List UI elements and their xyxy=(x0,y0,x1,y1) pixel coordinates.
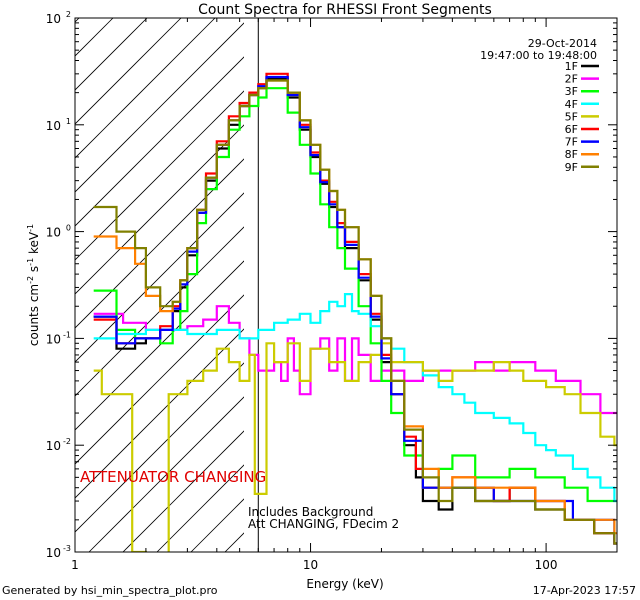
attenuator-label: ATTENUATOR CHANGING xyxy=(80,468,266,486)
hatch-line xyxy=(75,22,244,193)
y-tick-exponent: 0 xyxy=(66,224,71,233)
y-tick-label: 10 xyxy=(46,226,61,240)
series-layer xyxy=(93,72,617,552)
legend-label-1F: 1F xyxy=(565,60,578,73)
footer-timestamp: 17-Apr-2023 17:57 xyxy=(533,584,636,597)
series-3F-line xyxy=(93,87,617,503)
series-5F-line xyxy=(93,342,617,552)
note-background: Includes Background xyxy=(248,505,373,519)
y-tick-label: 10 xyxy=(46,119,61,133)
footer-generated-by: Generated by hsi_min_spectra_plot.pro xyxy=(2,584,218,597)
x-tick-labels: 1 10 100 xyxy=(71,558,557,572)
axis-ticks xyxy=(74,18,618,553)
hatch-line xyxy=(75,124,244,295)
hatch-line xyxy=(75,260,244,431)
legend-label-3F: 3F xyxy=(565,85,578,98)
legend-label-6F: 6F xyxy=(565,123,578,136)
hatch-line xyxy=(75,328,244,499)
y-tick-label: 10 xyxy=(46,12,61,26)
legend-label-2F: 2F xyxy=(565,73,578,86)
hatch-line xyxy=(75,158,244,329)
hatch-line xyxy=(75,90,244,261)
hatch-line xyxy=(75,294,244,465)
series-9F-line xyxy=(93,79,617,545)
legend-label-5F: 5F xyxy=(565,110,578,123)
chart-title: Count Spectra for RHESSI Front Segments xyxy=(198,2,492,18)
x-tick-label: 10 xyxy=(303,558,318,572)
y-tick-label: 10 xyxy=(46,439,61,453)
hatch-line xyxy=(75,18,182,125)
y-tick-exponent: 1 xyxy=(66,117,71,126)
hatch-line xyxy=(122,430,244,552)
y-tick-label: 10 xyxy=(46,546,61,560)
legend-label-7F: 7F xyxy=(565,136,578,149)
legend-label-9F: 9F xyxy=(565,161,578,174)
y-tick-exponent: -3 xyxy=(63,544,71,553)
hatch-line xyxy=(75,18,216,159)
series-2F-line xyxy=(93,305,617,415)
legend-label-8F: 8F xyxy=(565,148,578,161)
x-tick-label: 100 xyxy=(535,558,558,572)
y-tick-label: 10 xyxy=(46,332,61,346)
y-tick-exponent: 2 xyxy=(66,10,71,19)
hatch-line xyxy=(75,192,244,363)
note-attenuator: Att CHANGING, FDecim 2 xyxy=(248,517,399,531)
hatch-line xyxy=(88,396,244,552)
legend-label-4F: 4F xyxy=(565,98,578,111)
hatch-line xyxy=(75,56,244,227)
plot-frame xyxy=(74,17,618,553)
hatch-line xyxy=(75,362,244,533)
x-tick-label: 1 xyxy=(71,558,79,572)
y-tick-exponent: -1 xyxy=(63,330,71,339)
y-tick-exponent: -2 xyxy=(63,437,71,446)
date-label: 29-Oct-2014 xyxy=(528,37,597,50)
x-axis-label: Energy (keV) xyxy=(306,577,383,591)
time-range-label: 19:47:00 to 19:48:00 xyxy=(480,49,597,62)
y-axis-label: counts cm-2 s-1 keV-1 xyxy=(26,224,41,346)
